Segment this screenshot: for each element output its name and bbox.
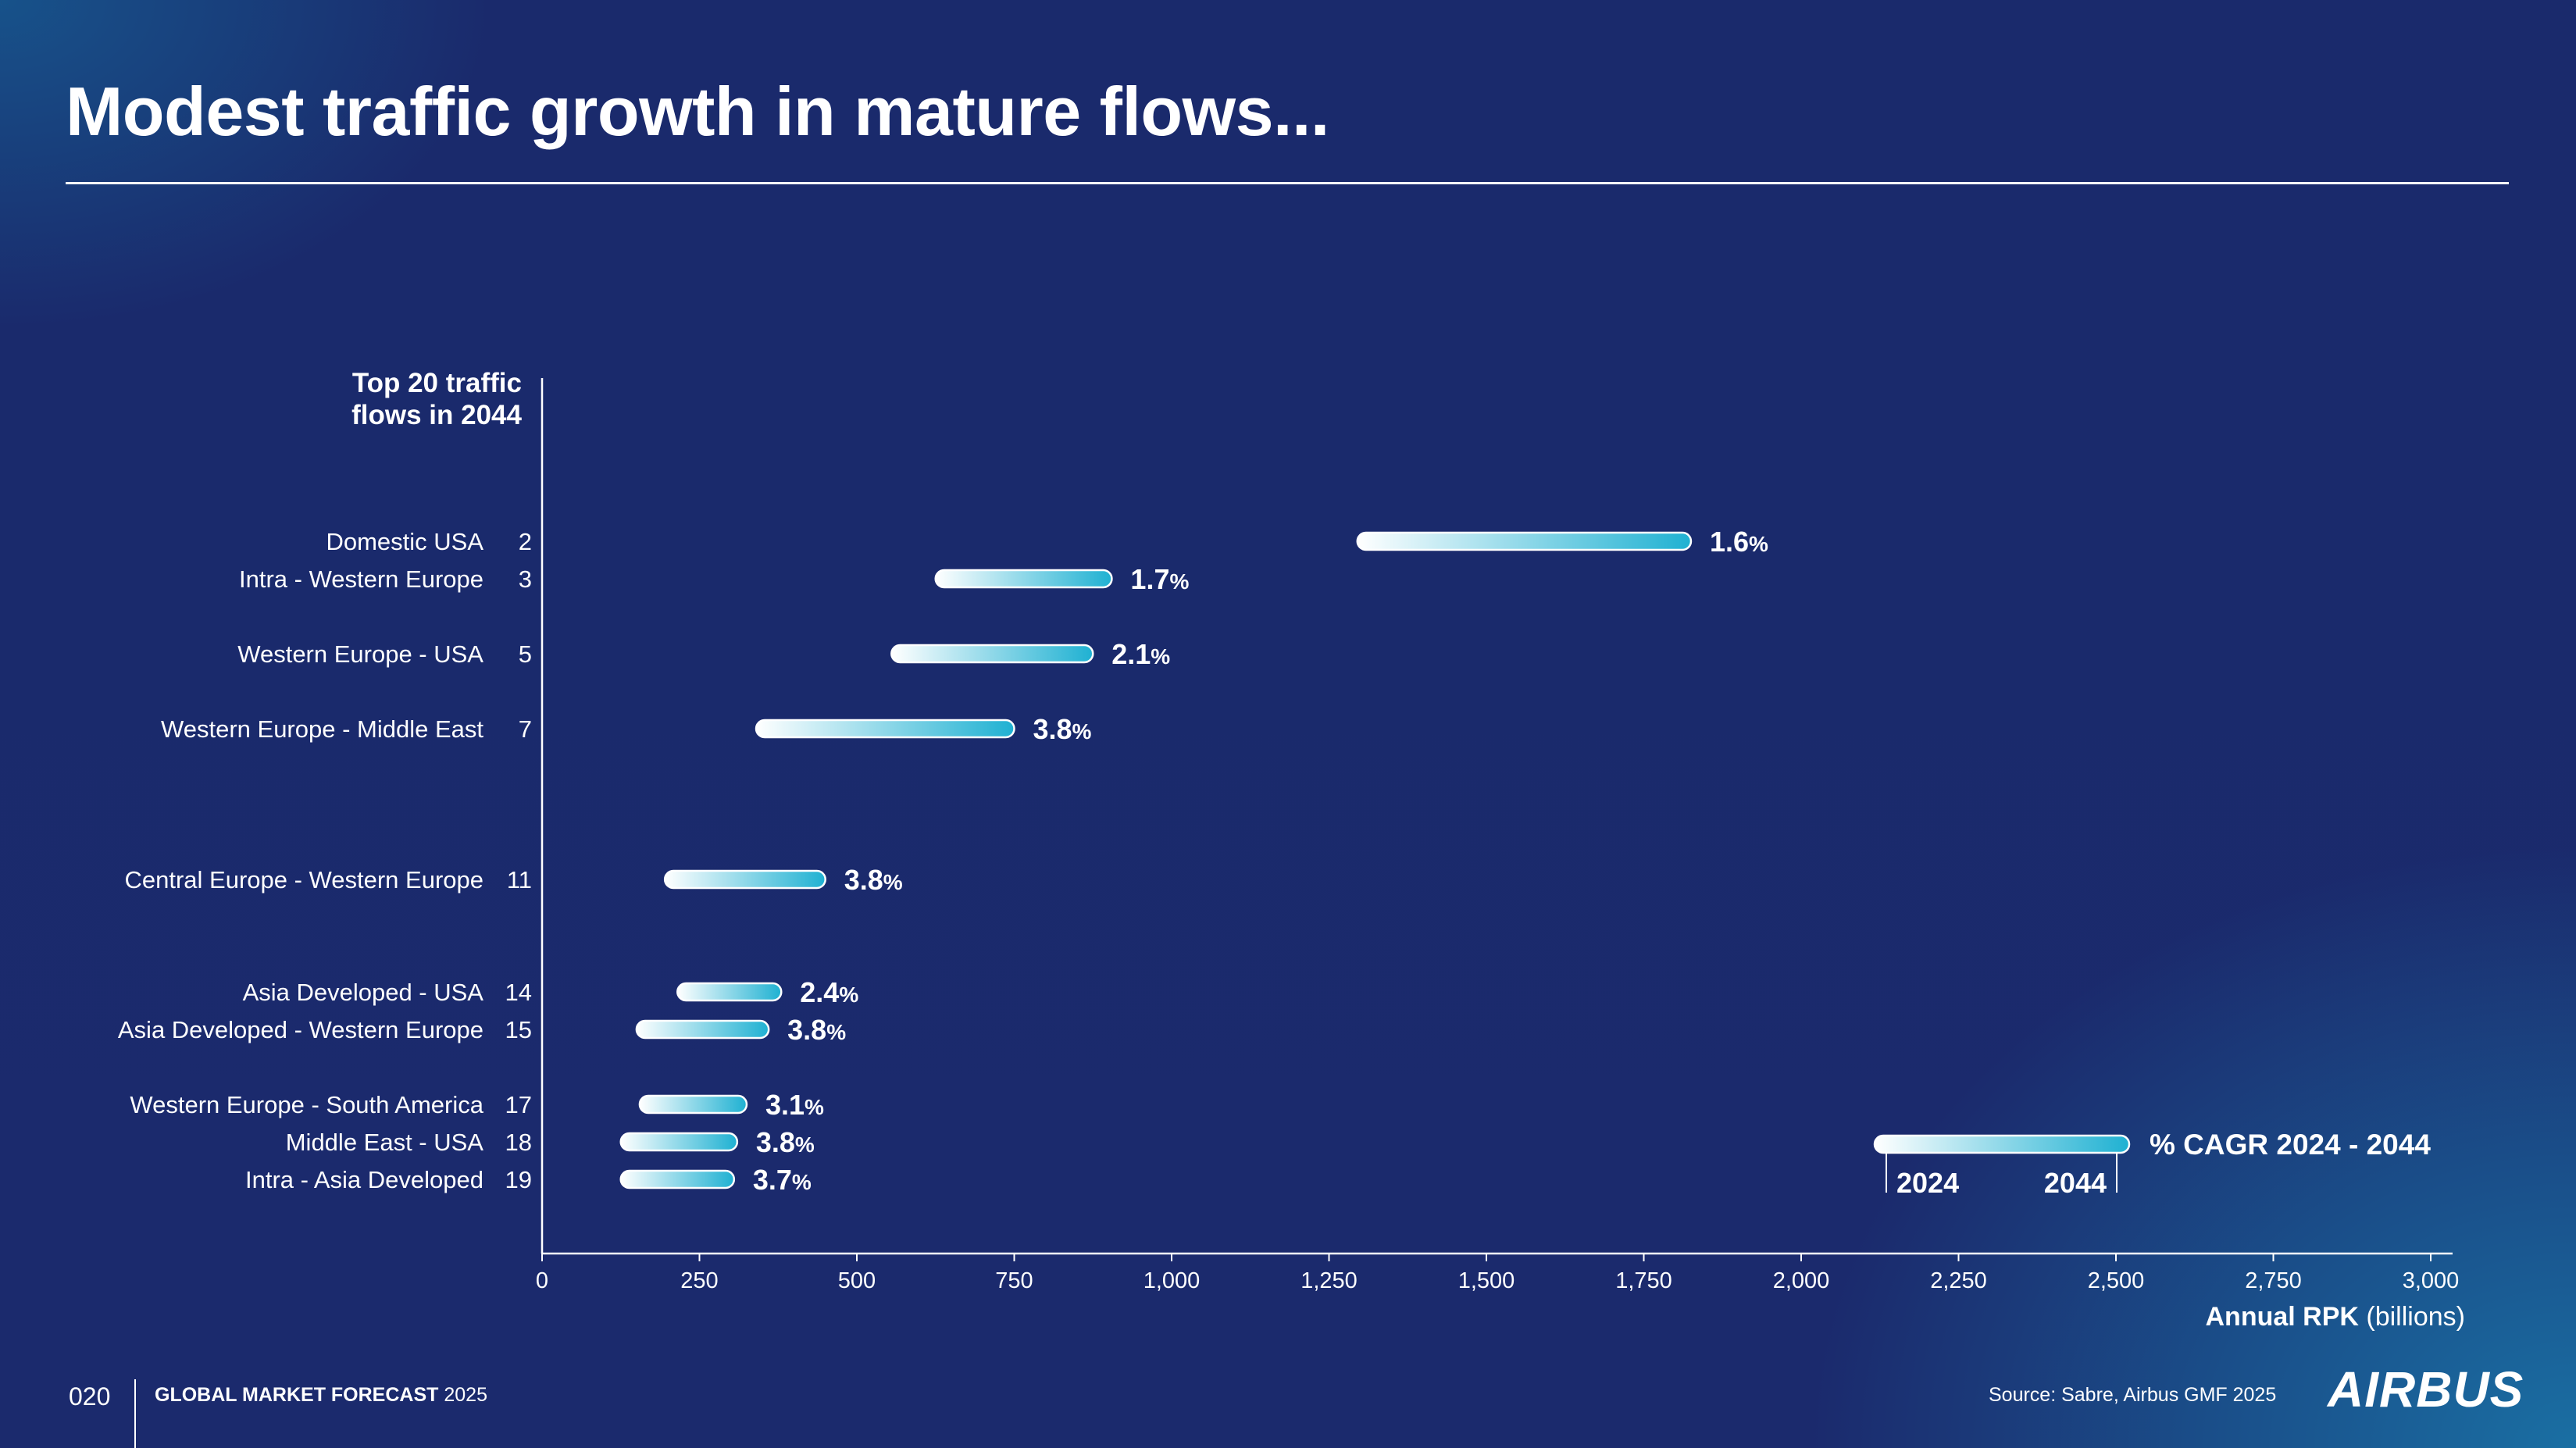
x-axis-title: Annual RPK (billions) [2206, 1302, 2466, 1332]
x-tick-label: 1,250 [1300, 1268, 1358, 1293]
cagr-percent: % [839, 983, 858, 1007]
flow-bar [676, 982, 783, 1002]
cagr-value: 3.1 [765, 1089, 805, 1121]
airbus-logo: AIRBUS [2328, 1361, 2524, 1418]
flow-rank: 15 [505, 1016, 532, 1043]
cagr-value: 3.8 [756, 1126, 795, 1158]
flow-label: Middle East - USA [286, 1129, 484, 1156]
flow-rank: 17 [505, 1091, 532, 1118]
flow-rank: 5 [519, 640, 532, 668]
legend-label: % CAGR 2024 - 2044 [2150, 1129, 2431, 1161]
x-tick-label: 500 [838, 1268, 876, 1293]
cagr-value: 2.4 [800, 976, 839, 1008]
flow-bar [638, 1094, 748, 1115]
flow-rank: 7 [519, 715, 532, 743]
chart-header-line1: Top 20 traffic [352, 368, 522, 398]
title-divider [66, 182, 2509, 184]
x-axis-title-unit: (billions) [2359, 1302, 2465, 1332]
cagr-percent: % [1072, 719, 1092, 744]
x-tick-label: 1,500 [1458, 1268, 1515, 1293]
cagr-percent: % [792, 1170, 812, 1194]
cagr-percent: % [795, 1132, 815, 1157]
legend-bar [1873, 1134, 2131, 1154]
x-axis-title-bold: Annual RPK [2206, 1302, 2360, 1332]
flow-label: Western Europe - USA [237, 640, 483, 668]
publication-title: GLOBAL MARKET FORECAST [155, 1384, 439, 1406]
flow-label: Central Europe - Western Europe [125, 866, 484, 893]
flow-rank: 11 [507, 866, 532, 893]
cagr-percent: % [883, 870, 903, 894]
cagr-percent: % [1169, 569, 1189, 594]
flow-label: Intra - Asia Developed [245, 1166, 483, 1193]
x-tick-label: 0 [536, 1268, 548, 1293]
cagr-value: 3.8 [787, 1014, 826, 1046]
cagr-label: 3.8% [1033, 713, 1092, 745]
flow-bar [755, 719, 1015, 739]
x-tick-label: 2,000 [1773, 1268, 1830, 1293]
cagr-value: 3.8 [1033, 713, 1072, 745]
flow-label: Western Europe - Middle East [161, 715, 483, 743]
x-tick-label: 250 [680, 1268, 718, 1293]
x-tick-label: 1,000 [1144, 1268, 1201, 1293]
cagr-percent: % [805, 1095, 824, 1119]
cagr-label: 3.1% [765, 1089, 824, 1121]
flow-bar [890, 644, 1094, 664]
flow-label: Asia Developed - USA [243, 979, 484, 1006]
flow-label: Intra - Western Europe [239, 565, 483, 593]
x-tick-label: 2,500 [2088, 1268, 2145, 1293]
cagr-value: 1.7 [1130, 563, 1169, 595]
cagr-label: 3.8% [844, 864, 903, 896]
flow-bar [1356, 531, 1693, 551]
cagr-percent: % [1151, 644, 1170, 669]
flow-bar [619, 1169, 736, 1189]
cagr-label: 1.6% [1710, 526, 1768, 558]
cagr-label: 2.1% [1111, 638, 1170, 670]
cagr-label: 1.7% [1130, 563, 1189, 595]
publication-year: 2025 [444, 1384, 487, 1406]
flow-bar [635, 1019, 770, 1040]
cagr-label: 3.8% [787, 1014, 846, 1046]
footer-divider [134, 1379, 136, 1448]
cagr-label: 2.4% [800, 976, 858, 1008]
cagr-percent: % [1749, 532, 1768, 556]
cagr-value: 3.8 [844, 864, 883, 896]
cagr-percent: % [826, 1020, 846, 1044]
cagr-label: 3.8% [756, 1126, 815, 1158]
x-tick-label: 750 [995, 1268, 1033, 1293]
flow-rank: 18 [505, 1129, 532, 1156]
page-number: 020 [69, 1382, 111, 1411]
legend-start-label: 2024 [1896, 1167, 1959, 1199]
flow-rank: 14 [505, 979, 532, 1006]
chart-header-line2: flows in 2044 [351, 400, 522, 430]
cagr-label: 3.7% [753, 1164, 812, 1196]
flow-label: Domestic USA [326, 528, 483, 555]
source-note: Source: Sabre, Airbus GMF 2025 [1989, 1384, 2277, 1406]
x-tick-label: 1,750 [1615, 1268, 1672, 1293]
x-tick-label: 2,250 [1930, 1268, 1987, 1293]
flow-label: Western Europe - South America [130, 1091, 483, 1118]
flow-rank: 2 [519, 528, 532, 555]
page-title: Modest traffic growth in mature flows... [66, 73, 1329, 150]
legend-end-label: 2044 [2044, 1167, 2107, 1199]
cagr-value: 1.6 [1710, 526, 1749, 558]
cagr-value: 3.7 [753, 1164, 792, 1196]
x-tick-label: 3,000 [2403, 1268, 2460, 1293]
cagr-value: 2.1 [1111, 638, 1151, 670]
publication-name: GLOBAL MARKET FORECAST 2025 [155, 1384, 487, 1407]
x-tick-label: 2,750 [2245, 1268, 2302, 1293]
flow-rank: 19 [505, 1166, 532, 1193]
flow-bar [663, 869, 826, 890]
flow-rank: 3 [519, 565, 532, 593]
flow-bar [934, 569, 1113, 589]
flow-bar [619, 1132, 739, 1152]
flow-label: Asia Developed - Western Europe [118, 1016, 483, 1043]
